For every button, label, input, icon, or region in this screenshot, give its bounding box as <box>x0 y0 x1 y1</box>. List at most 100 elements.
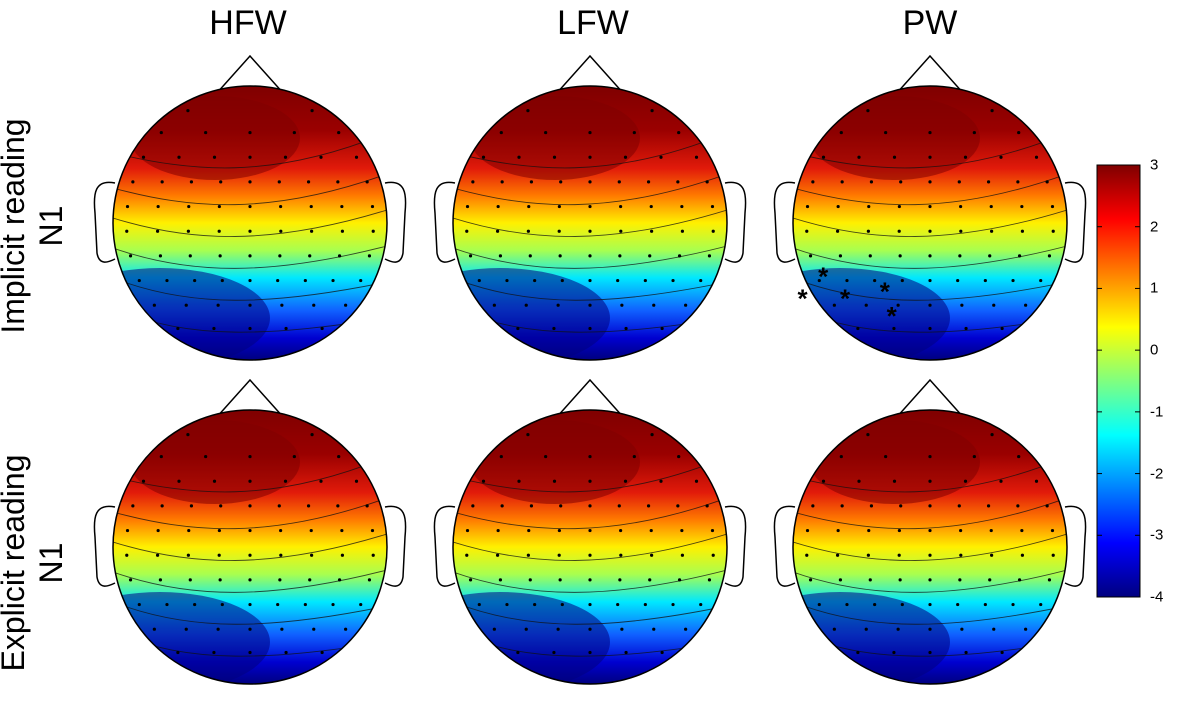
electrode-dot <box>680 229 685 233</box>
posterior-minimum <box>453 592 610 684</box>
electrode-dot <box>900 602 904 607</box>
electrode-dot <box>900 278 904 283</box>
electrode-dot <box>505 278 509 283</box>
electrode-dot <box>1017 578 1022 582</box>
electrode-dot <box>1017 254 1022 258</box>
electrode-dot <box>177 479 181 483</box>
electrode-dot <box>309 204 313 209</box>
electrode-dot <box>526 109 530 113</box>
electrode-dot <box>619 204 623 209</box>
electrode-dot <box>319 479 323 483</box>
electrode-dot <box>1045 504 1049 508</box>
electrode-dot <box>495 229 500 233</box>
electrode-dot <box>248 650 252 655</box>
electrode-dot <box>220 278 224 283</box>
electrode-dot <box>280 303 284 307</box>
electrode-dot <box>371 229 375 233</box>
electrode-dot <box>176 650 180 655</box>
electrode-dot <box>856 650 860 655</box>
electrode-dot <box>928 278 932 283</box>
electrode-dot <box>652 303 656 307</box>
electrode-dot <box>957 504 961 508</box>
electrode-dot <box>817 278 821 283</box>
electrode-dot <box>835 553 840 557</box>
electrode-dot <box>643 278 647 283</box>
isopotential-contour <box>793 601 1067 625</box>
electrode-dot <box>928 254 932 258</box>
electrode-dot <box>204 130 208 135</box>
isopotential-contour <box>793 456 1067 493</box>
electrode-dot <box>868 254 872 258</box>
electrode-dot <box>212 650 216 655</box>
nose-outline <box>895 378 965 419</box>
electrode-dot <box>999 155 1003 159</box>
electrode-dot <box>292 130 296 135</box>
electrode-dot <box>248 254 252 258</box>
electrode-dot <box>899 180 903 184</box>
electrode-dot <box>928 504 932 508</box>
colorbar-tick-label: 0 <box>1150 341 1159 359</box>
electrode-dot <box>276 278 280 283</box>
electrode-dot <box>516 650 520 655</box>
electrode-dot <box>186 433 190 437</box>
electrode-dot <box>1050 528 1055 533</box>
electrode-dot <box>188 254 192 258</box>
electrode-dot <box>500 180 504 184</box>
electrode-dot <box>897 528 901 533</box>
electrode-dot <box>817 602 821 607</box>
significance-marker: * <box>840 283 851 313</box>
isopotential-contour <box>453 277 727 301</box>
electrode-dot <box>188 578 192 582</box>
electrode-dot <box>367 254 372 258</box>
electrode-dot <box>217 229 221 233</box>
right-ear-outline <box>384 505 407 587</box>
electrode-dot <box>620 627 624 631</box>
electrode-dot <box>557 229 561 233</box>
electrode-dot <box>986 180 991 184</box>
electrode-dot <box>499 130 503 135</box>
significance-marker: * <box>880 277 891 307</box>
electrode-dot <box>588 326 592 331</box>
electrode-dot <box>277 504 281 508</box>
electrode-dot <box>306 504 311 508</box>
isopotential-contour <box>113 132 387 169</box>
electrode-dot <box>588 180 592 184</box>
electrode-dot <box>832 627 836 631</box>
electrode-dot <box>988 254 992 258</box>
electrode-dot <box>671 278 675 283</box>
electrode-dot <box>959 204 963 209</box>
right-ear-outline <box>1064 505 1087 587</box>
electrode-dot <box>588 155 592 159</box>
column-title-pw: PW <box>902 4 958 42</box>
electrode-dot <box>805 553 809 557</box>
electrode-dot <box>344 303 348 307</box>
left-ear-outline <box>93 505 116 587</box>
electrode-dot <box>354 479 359 483</box>
electrode-dot <box>204 454 208 459</box>
frontal-maximum <box>470 420 640 504</box>
electrode-dot <box>958 254 962 258</box>
electrode-dot <box>928 454 932 459</box>
electrode-dot <box>217 204 221 209</box>
electrode-dot <box>616 602 620 607</box>
electrode-dot <box>869 180 874 184</box>
electrode-dot <box>557 204 561 209</box>
electrode-dot <box>465 204 470 209</box>
nose-outline <box>555 54 625 95</box>
column-title-hfw: HFW <box>209 4 287 42</box>
electrode-dot <box>310 109 314 113</box>
head-outline <box>452 409 728 685</box>
electrode-dot <box>248 130 252 135</box>
posterior-minimum <box>113 268 270 360</box>
electrode-dot <box>248 627 252 631</box>
electrode-dot <box>365 504 369 508</box>
row-label-implicit-line2: N1 <box>33 205 69 247</box>
electrode-dot <box>990 109 994 113</box>
head-outline <box>452 85 728 361</box>
electrode-dot <box>677 254 682 258</box>
electrode-dot <box>365 180 369 184</box>
electrode-dot <box>248 528 252 533</box>
electrode-dot <box>495 553 500 557</box>
significance-marker: * <box>818 261 829 291</box>
electrode-dot <box>710 204 715 209</box>
